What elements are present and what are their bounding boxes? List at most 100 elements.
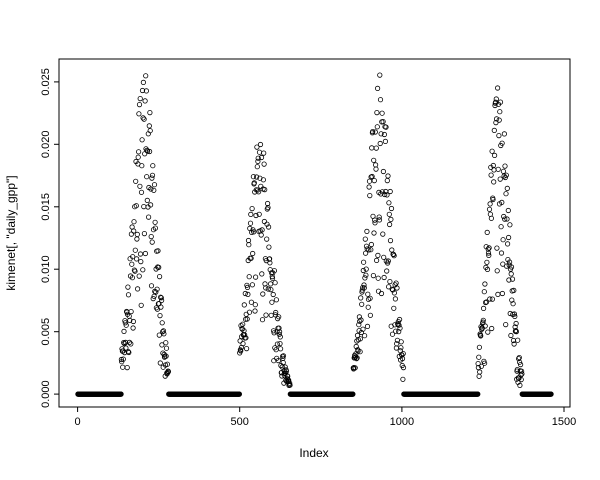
data-point	[121, 340, 127, 347]
data-point	[136, 149, 142, 155]
data-point	[361, 282, 367, 288]
data-point	[245, 237, 252, 244]
data-point	[252, 302, 258, 308]
data-point	[276, 329, 283, 335]
data-point	[125, 284, 131, 290]
data-point	[249, 229, 255, 235]
data-point	[159, 320, 165, 326]
data-point	[374, 110, 380, 116]
data-point	[380, 168, 386, 175]
data-point	[487, 201, 493, 207]
data-point	[269, 299, 275, 305]
data-point	[244, 282, 250, 288]
data-point	[493, 116, 500, 122]
data-point	[133, 203, 139, 209]
data-point	[511, 341, 517, 347]
data-point	[495, 166, 501, 172]
data-point	[370, 129, 376, 135]
data-point	[271, 268, 277, 274]
data-point	[375, 275, 381, 281]
data-point	[357, 336, 363, 342]
data-point	[400, 350, 406, 357]
data-point	[358, 317, 364, 323]
data-point	[244, 284, 251, 290]
data-point	[128, 341, 134, 347]
data-point	[240, 321, 246, 327]
data-point	[499, 290, 505, 297]
data-point	[151, 182, 158, 188]
data-point	[247, 220, 254, 226]
data-point	[364, 323, 371, 329]
data-point	[124, 364, 130, 371]
data-point	[149, 172, 156, 178]
data-point	[391, 253, 397, 259]
data-point	[136, 273, 142, 279]
data-point	[134, 256, 140, 262]
data-point	[371, 157, 377, 163]
data-point	[513, 327, 519, 334]
data-point	[129, 261, 135, 267]
data-point	[369, 145, 375, 151]
data-point	[503, 172, 509, 178]
data-point	[267, 260, 273, 266]
data-point	[491, 179, 497, 185]
data-point	[269, 275, 276, 281]
data-point	[508, 332, 514, 339]
data-point	[400, 376, 406, 382]
data-point	[517, 361, 524, 368]
data-point	[387, 188, 393, 195]
data-point	[504, 185, 510, 191]
data-point	[151, 293, 157, 299]
data-point	[380, 231, 386, 237]
data-point	[380, 119, 386, 125]
data-point	[481, 360, 488, 366]
data-point	[157, 312, 163, 319]
y-tick-label: 0.000	[40, 380, 52, 408]
data-point	[375, 288, 382, 294]
data-point	[273, 297, 279, 303]
data-point	[274, 341, 280, 347]
data-point	[398, 339, 404, 345]
x-tick-label: 1000	[390, 416, 414, 428]
data-point	[242, 290, 248, 297]
y-tick-label: 0.010	[40, 255, 52, 283]
data-point	[502, 163, 508, 169]
data-point	[283, 368, 289, 374]
data-point	[254, 164, 260, 170]
data-point	[497, 176, 503, 182]
data-point	[498, 250, 505, 256]
data-point	[491, 152, 498, 158]
data-point	[476, 354, 482, 360]
data-point	[261, 218, 267, 225]
data-point	[489, 296, 495, 302]
data-point	[482, 281, 488, 287]
data-point	[141, 204, 147, 210]
data-point	[248, 255, 254, 261]
data-point	[119, 359, 125, 365]
data-point	[362, 236, 368, 242]
data-point	[123, 345, 129, 351]
data-point	[266, 244, 272, 250]
data-point	[496, 133, 502, 139]
data-point	[376, 217, 383, 223]
y-tick-label: 0.020	[40, 131, 52, 159]
data-point	[357, 349, 363, 355]
data-point	[368, 241, 374, 248]
data-point	[482, 323, 488, 329]
data-point	[486, 252, 492, 258]
data-point	[350, 391, 356, 397]
data-point	[386, 221, 393, 228]
data-point	[476, 373, 482, 379]
data-point	[356, 322, 362, 328]
data-point	[369, 173, 375, 180]
data-point	[249, 282, 255, 288]
data-point	[500, 237, 506, 243]
data-point	[500, 168, 506, 174]
data-point	[381, 274, 387, 281]
data-point	[287, 380, 293, 386]
data-point	[265, 286, 271, 292]
data-point	[477, 369, 483, 375]
data-point	[120, 356, 126, 362]
data-point	[478, 363, 484, 369]
